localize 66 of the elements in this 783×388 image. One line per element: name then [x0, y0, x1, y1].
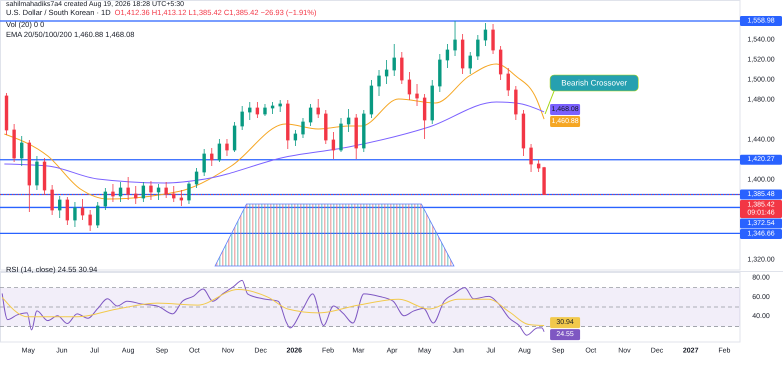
candlestick: [256, 102, 260, 118]
candlestick: [339, 118, 343, 152]
candlestick: [210, 148, 214, 166]
candlestick: [4, 92, 8, 136]
candlestick: [522, 110, 526, 156]
candlestick: [415, 84, 419, 106]
candlestick: [400, 52, 404, 84]
candlestick: [453, 20, 457, 56]
candlestick: [270, 102, 274, 114]
candlestick: [194, 168, 198, 188]
candlestick: [156, 184, 160, 200]
candlestick: [324, 110, 328, 144]
candlestick: [384, 60, 388, 84]
candlestick: [248, 102, 252, 120]
candlestick: [142, 182, 146, 202]
candlestick: [20, 136, 24, 166]
candlestick: [240, 106, 244, 130]
candlestick: [377, 70, 381, 96]
candlestick: [218, 138, 222, 162]
candlestick: [80, 198, 84, 220]
candlestick: [96, 202, 100, 228]
candlestick: [332, 132, 336, 160]
line-series: [2, 289, 545, 326]
candlestick: [286, 100, 290, 150]
line-series: [4, 102, 545, 184]
candlestick: [58, 196, 62, 218]
candlestick: [301, 118, 305, 138]
candlestick: [514, 86, 518, 120]
candlestick: [294, 130, 298, 146]
candlestick: [446, 44, 450, 68]
candlestick: [362, 110, 366, 152]
candlestick: [263, 104, 267, 116]
candlestick: [484, 22, 488, 46]
candlestick: [104, 188, 108, 210]
candlestick: [354, 114, 358, 160]
candlestick: [468, 52, 472, 74]
candlestick: [506, 68, 510, 96]
candlestick: [476, 34, 480, 60]
candlestick: [430, 80, 434, 124]
candlestick: [187, 182, 191, 204]
candlestick: [308, 104, 312, 126]
candlestick: [408, 72, 412, 100]
candlestick: [460, 34, 464, 74]
candlestick: [370, 80, 374, 118]
candlestick: [88, 210, 92, 232]
candlestick: [35, 156, 39, 190]
candlestick: [346, 108, 350, 132]
candlestick: [491, 24, 495, 54]
line-series: [2, 280, 545, 336]
annotation: Bearish Crossover: [561, 78, 628, 88]
candlestick: [66, 196, 70, 226]
candlestick: [536, 160, 540, 172]
candlestick: [225, 138, 229, 156]
candlestick: [316, 98, 320, 118]
candlestick: [529, 144, 533, 172]
candlestick: [498, 46, 502, 80]
candlestick: [422, 94, 426, 140]
candlestick: [438, 54, 442, 92]
candlestick: [118, 182, 122, 202]
candlestick: [202, 148, 206, 176]
candlestick: [73, 202, 77, 228]
line-series: [4, 64, 545, 200]
candlestick: [12, 124, 16, 162]
candlestick: [232, 122, 236, 152]
candlestick: [278, 100, 282, 112]
candlestick: [392, 44, 396, 76]
